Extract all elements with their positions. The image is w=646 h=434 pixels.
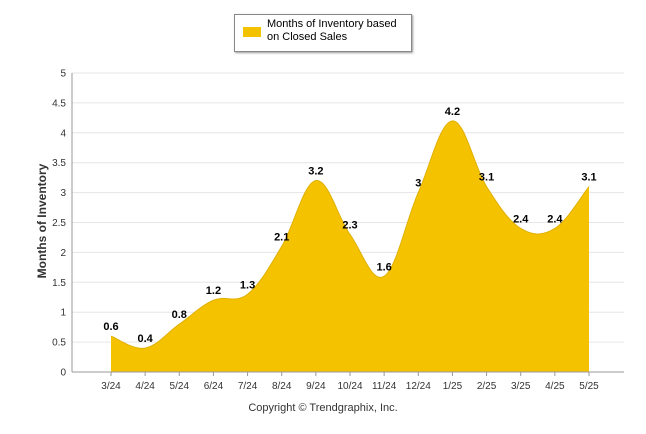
legend-label: Months of Inventory based on Closed Sale… <box>267 18 397 43</box>
y-axis-label: Months of Inventory <box>35 163 49 279</box>
data-label: 0.6 <box>103 321 118 333</box>
x-tick-label: 3/24 <box>101 381 121 392</box>
y-tick-label: 1 <box>60 308 66 319</box>
data-label: 1.3 <box>240 279 255 291</box>
x-tick-label: 1/25 <box>443 381 463 392</box>
x-tick-labels: 3/24 4/24 5/24 6/24 7/24 8/24 9/24 10/24 11/24 12… <box>101 372 599 392</box>
y-tick-label: 4.5 <box>52 98 66 109</box>
x-tick-label: 2/25 <box>477 381 497 392</box>
y-tick-labels: 0 0.5 1 1.5 2 2.5 3 3.5 4 4.5 5 <box>52 69 66 379</box>
data-label: 0.4 <box>137 333 153 345</box>
data-label: 0.8 <box>172 309 187 321</box>
y-tick-label: 3.5 <box>52 158 66 169</box>
x-tick-label: 7/24 <box>238 381 258 392</box>
x-tick-label: 8/24 <box>272 381 292 392</box>
data-label: 2.3 <box>342 219 357 231</box>
legend: Months of Inventory based on Closed Sale… <box>234 14 412 52</box>
data-label: 1.6 <box>376 261 391 273</box>
x-tick-label: 5/25 <box>579 381 599 392</box>
y-tick-label: 3 <box>60 188 66 199</box>
copyright-footer: Copyright © Trendgraphix, Inc. <box>248 402 398 414</box>
y-tick-label: 2.5 <box>52 218 66 229</box>
y-tick-label: 4 <box>60 128 66 139</box>
data-label: 4.2 <box>445 106 460 118</box>
axes <box>71 73 624 373</box>
data-label: 2.1 <box>274 231 289 243</box>
y-tick-label: 2 <box>60 248 66 259</box>
data-label: 1.2 <box>206 285 221 297</box>
data-label: 3 <box>415 178 421 190</box>
x-tick-label: 3/25 <box>511 381 531 392</box>
data-label: 3.2 <box>308 166 323 178</box>
y-tick-label: 0.5 <box>52 338 66 349</box>
area-line <box>110 120 590 349</box>
x-tick-label: 12/24 <box>406 381 431 392</box>
x-tick-label: 6/24 <box>204 381 224 392</box>
area-fill <box>111 120 589 373</box>
legend-swatch <box>243 27 261 37</box>
data-labels: 0.6 0.4 0.8 1.2 1.3 2.1 3.2 2.3 1.6 3 4.2 3.1 2.4 2.4… <box>103 106 596 345</box>
x-tick-label: 4/24 <box>135 381 155 392</box>
x-tick-label: 4/25 <box>545 381 565 392</box>
data-label: 2.4 <box>513 213 529 225</box>
y-tick-label: 1.5 <box>52 278 66 289</box>
area-series <box>110 120 590 373</box>
data-label: 3.1 <box>479 172 494 184</box>
x-tick-label: 10/24 <box>337 381 362 392</box>
x-tick-label: 9/24 <box>306 381 326 392</box>
y-tick-label: 5 <box>60 69 66 80</box>
y-tick-label: 0 <box>60 368 66 379</box>
data-label: 2.4 <box>547 213 563 225</box>
x-tick-label: 5/24 <box>170 381 190 392</box>
data-label: 3.1 <box>581 172 596 184</box>
x-tick-label: 11/24 <box>372 381 397 392</box>
